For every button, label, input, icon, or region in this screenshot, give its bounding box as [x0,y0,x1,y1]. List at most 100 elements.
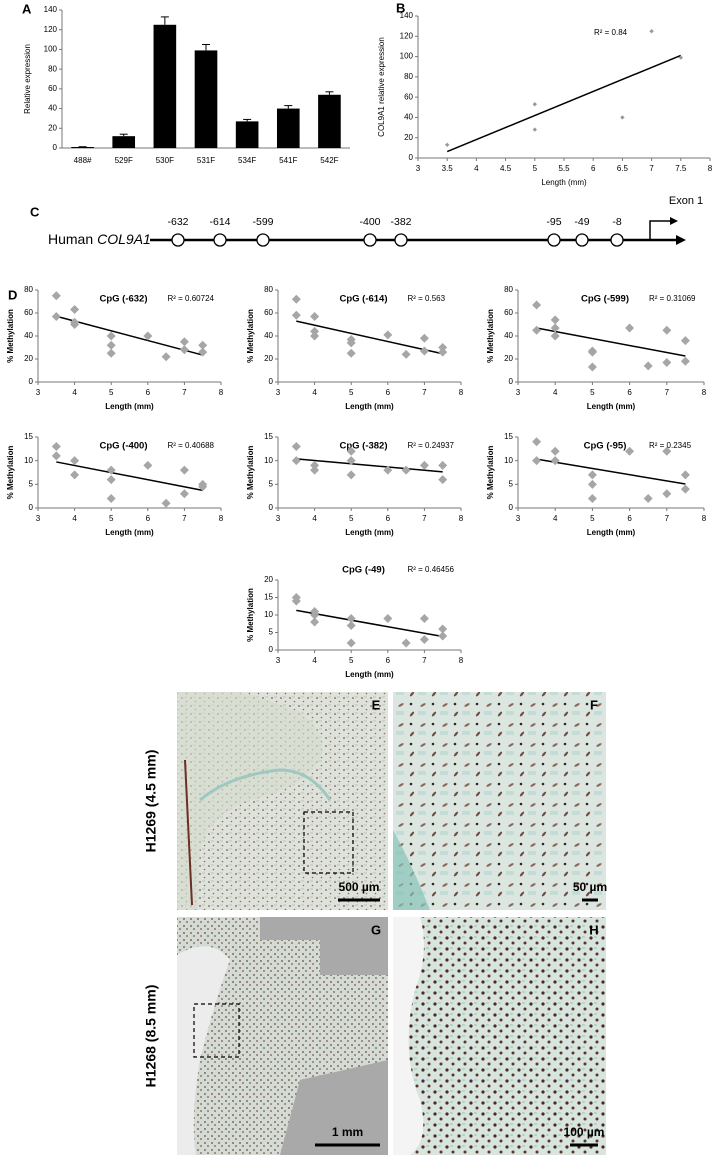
x-tick-label: 8 [459,514,464,523]
panel-label: C [30,204,40,219]
data-point [383,614,392,623]
y-axis-label: % Methylation [246,445,255,499]
y-tick-label: 15 [264,593,273,602]
data-point [662,358,671,367]
y-axis-label: % Methylation [246,588,255,642]
r-squared: R² = 0.40688 [168,441,215,450]
x-tick-label: 534F [238,156,256,165]
y-axis-label: % Methylation [6,309,15,363]
y-tick-label: 60 [504,308,513,317]
site-label: -632 [167,216,188,228]
x-tick-label: 4 [72,388,77,397]
data-point [625,447,634,456]
bar [154,25,177,148]
x-tick-label: 8 [702,514,707,523]
data-point [347,639,356,648]
x-tick-label: 5 [109,388,114,397]
data-point [292,442,301,451]
trend-line [296,321,442,354]
x-tick-label: 3 [416,164,421,173]
y-tick-label: 10 [24,456,33,465]
data-point [70,456,79,465]
data-point [420,334,429,343]
x-tick-label: 7 [665,388,670,397]
y-tick-label: 5 [29,479,34,488]
y-tick-label: 15 [264,432,273,441]
data-point [402,350,411,359]
data-point [310,466,319,475]
bar [236,121,259,148]
data-point [662,489,671,498]
y-tick-label: 60 [404,92,413,101]
data-point [347,349,356,358]
y-tick-label: 20 [264,575,273,584]
panel-label: A [22,1,32,16]
panel-label: F [590,697,598,712]
error-bar [202,45,210,51]
data-point [649,29,653,33]
y-tick-label: 0 [29,503,34,512]
x-tick-label: 3 [276,514,281,523]
data-point [52,312,61,321]
bar [195,50,218,148]
data-point [588,348,597,357]
x-tick-label: 4 [553,514,558,523]
cpg-site [548,234,560,246]
y-tick-label: 0 [269,645,274,654]
data-point [532,326,541,335]
x-tick-label: 7.5 [675,164,687,173]
site-label: -49 [574,216,589,228]
data-point [310,332,319,341]
x-tick-label: 8 [219,514,224,523]
data-point [662,326,671,335]
data-point [420,461,429,470]
tss-arrow [650,221,672,240]
x-tick-label: 531F [197,156,215,165]
data-point [310,618,319,627]
y-tick-label: 40 [504,331,513,340]
row-label: H1268 (8.5 mm) [143,985,159,1088]
x-tick-label: 8 [702,388,707,397]
data-point [438,632,447,641]
y-tick-label: 40 [404,113,413,122]
y-tick-label: 0 [53,143,58,152]
y-tick-label: 20 [404,133,413,142]
data-point [532,300,541,309]
x-tick-label: 488# [74,156,92,165]
data-point [532,456,541,465]
x-tick-label: 3 [36,388,41,397]
data-point [551,447,560,456]
x-tick-label: 5 [349,514,354,523]
data-point [681,485,690,494]
micrographs [177,692,606,1155]
chart-title: CpG (-49) [342,565,385,576]
x-tick-label: 4 [312,514,317,523]
data-point [551,456,560,465]
x-tick-label: 3 [516,388,521,397]
r-squared: R² = 0.31069 [649,294,696,303]
y-tick-label: 10 [264,456,273,465]
site-label: -382 [390,216,411,228]
r-squared: R² = 0.46456 [408,565,455,574]
data-point [347,470,356,479]
data-point [551,315,560,324]
scale-bar-label: 50 µm [573,880,607,894]
trend-line [447,55,681,151]
x-tick-label: 5 [349,388,354,397]
error-bar [161,17,169,25]
y-tick-label: 0 [509,377,514,386]
x-tick-label: 4 [72,514,77,523]
y-tick-label: 60 [264,308,273,317]
y-axis-label: % Methylation [486,309,495,363]
x-tick-label: 8 [219,388,224,397]
x-tick-label: 542F [320,156,338,165]
arrow-head [676,235,686,245]
data-point [292,456,301,465]
x-tick-label: 7 [422,656,427,665]
